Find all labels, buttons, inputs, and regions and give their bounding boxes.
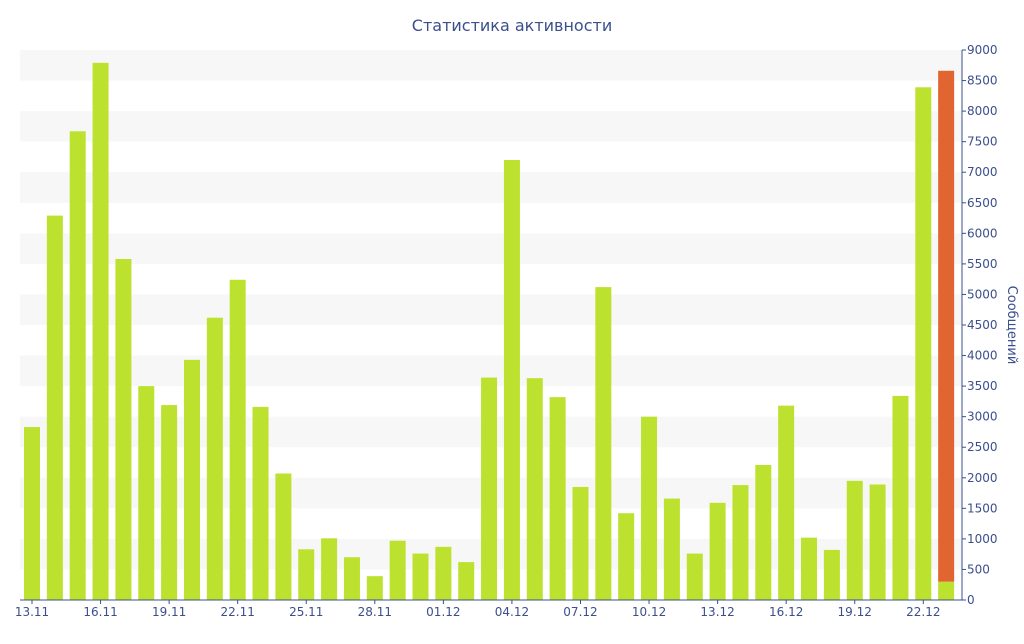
grid-band (20, 294, 962, 325)
bar-14.11[interactable] (46, 215, 63, 600)
y-tick-label: 8500 (967, 74, 998, 88)
x-tick-label: 16.11 (83, 605, 117, 619)
bar-15.12[interactable] (755, 464, 772, 600)
bar-16.12[interactable] (778, 405, 795, 600)
bar-23.12-s1[interactable] (938, 70, 955, 582)
bar-03.12[interactable] (481, 377, 498, 600)
bar-20.11[interactable] (183, 359, 200, 600)
x-tick-label: 01.12 (426, 605, 460, 619)
x-tick-label: 13.12 (700, 605, 734, 619)
x-tick-label: 25.11 (289, 605, 323, 619)
bar-23.11[interactable] (252, 406, 269, 600)
bar-28.11[interactable] (366, 576, 383, 600)
bar-01.12[interactable] (435, 546, 452, 600)
bars (24, 62, 955, 601)
axes: 0 500 1000 1500 2000 2500 3000 3500 4000 4500 5000… (15, 43, 998, 619)
bar-07.12[interactable] (572, 486, 589, 600)
grid-band (20, 172, 962, 203)
grid-band (20, 111, 962, 142)
y-tick-label: 500 (967, 562, 990, 576)
y-tick-label: 7000 (967, 165, 998, 179)
y-tick-label: 8000 (967, 104, 998, 118)
bar-14.12[interactable] (732, 485, 749, 600)
bar-18.11[interactable] (138, 386, 155, 600)
bar-21.11[interactable] (206, 317, 223, 600)
bar-09.12[interactable] (618, 513, 635, 600)
x-tick-label: 22.11 (221, 605, 255, 619)
bar-25.11[interactable] (298, 549, 315, 600)
x-tick-label: 07.12 (563, 605, 597, 619)
x-tick-label: 19.12 (838, 605, 872, 619)
bar-06.12[interactable] (549, 397, 566, 600)
bar-20.12[interactable] (869, 484, 886, 601)
x-tick-label: 04.12 (495, 605, 529, 619)
y-tick-label: 0 (967, 593, 975, 607)
bar-17.11[interactable] (115, 259, 132, 600)
y-tick-label: 1000 (967, 532, 998, 546)
bar-13.12[interactable] (709, 502, 726, 600)
bar-29.11[interactable] (389, 540, 406, 600)
bar-17.12[interactable] (801, 537, 818, 600)
bar-19.11[interactable] (161, 405, 178, 600)
y-tick-label: 6000 (967, 226, 998, 240)
y-tick-label: 2500 (967, 440, 998, 454)
bar-30.11[interactable] (412, 553, 429, 600)
bar-24.11[interactable] (275, 473, 292, 601)
y-tick-label: 9000 (967, 43, 998, 57)
x-tick-label: 19.11 (152, 605, 186, 619)
y-tick-label: 3500 (967, 379, 998, 393)
x-tick-label: 16.12 (769, 605, 803, 619)
y-tick-label: 6500 (967, 196, 998, 210)
bar-22.11[interactable] (229, 279, 246, 600)
x-tick-label: 10.12 (632, 605, 666, 619)
x-tick-label: 22.12 (906, 605, 940, 619)
x-tick-label: 13.11 (15, 605, 49, 619)
bar-05.12[interactable] (526, 378, 543, 600)
bar-12.12[interactable] (686, 553, 703, 600)
bar-08.12[interactable] (595, 287, 612, 600)
y-axis-label: Сообщений (1004, 286, 1019, 365)
bar-18.12[interactable] (823, 549, 840, 600)
bar-04.12[interactable] (503, 160, 520, 600)
y-tick-label: 4500 (967, 318, 998, 332)
grid-band (20, 233, 962, 264)
bar-02.12[interactable] (458, 562, 475, 600)
y-tick-label: 2000 (967, 471, 998, 485)
bar-13.11[interactable] (24, 427, 40, 600)
y-tick-label: 3000 (967, 410, 998, 424)
chart-title: Статистика активности (412, 16, 612, 35)
bar-19.12[interactable] (846, 480, 863, 600)
bar-27.11[interactable] (343, 557, 360, 600)
bar-21.12[interactable] (892, 395, 909, 600)
x-tick-label: 28.11 (358, 605, 392, 619)
y-tick-label: 4000 (967, 349, 998, 363)
background-bands (20, 50, 962, 570)
y-tick-label: 1500 (967, 501, 998, 515)
grid-band (20, 50, 962, 81)
bar-11.12[interactable] (663, 498, 680, 600)
bar-15.11[interactable] (69, 131, 86, 600)
y-tick-label: 5000 (967, 287, 998, 301)
y-tick-label: 5500 (967, 257, 998, 271)
bar-26.11[interactable] (321, 538, 338, 600)
bar-10.12[interactable] (641, 416, 658, 600)
y-tick-label: 7500 (967, 135, 998, 149)
bar-16.11[interactable] (92, 62, 109, 601)
bar-23.12[interactable] (938, 581, 955, 600)
bar-22.12[interactable] (915, 87, 932, 601)
